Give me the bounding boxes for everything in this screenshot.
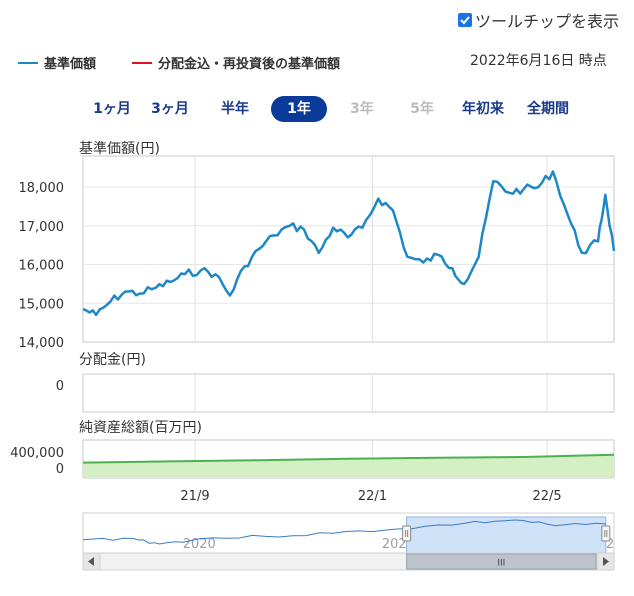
tab-all-time[interactable]: 全期間 xyxy=(527,101,569,117)
tab-ytd[interactable]: 年初来 xyxy=(462,101,504,117)
tab-3-years: 3年 xyxy=(350,101,374,117)
navigator-scrollbar[interactable]: III xyxy=(82,552,615,571)
tab-1-month[interactable]: 1ヶ月 xyxy=(93,101,131,117)
x-tick-label: 22/1 xyxy=(358,489,387,504)
navigator-handle-grip[interactable] xyxy=(402,525,412,542)
nav-y-tick-label: 14,000 xyxy=(19,336,65,351)
dist-y-tick-label: 0 xyxy=(56,379,64,394)
tooltip-checkbox[interactable] xyxy=(458,13,472,27)
net-assets-line xyxy=(82,453,615,464)
x-axis: 21/9 22/1 22/5 xyxy=(180,489,561,504)
nav-grid xyxy=(83,156,614,342)
assets-y-tick-label: 0 xyxy=(56,462,64,477)
scroll-right-arrow-icon xyxy=(603,557,609,566)
x-tick-label: 22/5 xyxy=(532,489,561,504)
period-tabs: 1ヶ月 3ヶ月 半年 1年 3年 5年 年初来 全期間 xyxy=(83,96,577,122)
navigator-line xyxy=(82,519,606,545)
check-icon xyxy=(460,16,470,25)
as-of-date: 2022年6月16日 時点 xyxy=(470,53,607,69)
net-assets-panel-title: 純資産総額(百万円) xyxy=(79,420,202,436)
assets-y-tick-label: 400,000 xyxy=(10,446,64,461)
nav-panel-title: 基準価額(円) xyxy=(79,141,160,157)
nav-y-axis: 14,000 15,000 16,000 17,000 18,000 xyxy=(19,181,65,351)
x-tick-label: 21/9 xyxy=(180,489,209,504)
legend-reinvested-label: 分配金込・再投資後の基準価額 xyxy=(158,57,341,72)
range-navigator[interactable]: 202020212022 xyxy=(82,512,615,554)
navigator-handle-left[interactable] xyxy=(402,525,412,542)
legend-nav-label: 基準価額 xyxy=(44,57,97,72)
tab-3-months[interactable]: 3ヶ月 xyxy=(151,101,189,117)
tab-1-year[interactable]: 1年 xyxy=(271,96,327,122)
distribution-panel-title: 分配金(円) xyxy=(79,352,146,368)
nav-y-tick-label: 17,000 xyxy=(19,220,65,235)
legend-reinvested[interactable]: 分配金込・再投資後の基準価額 xyxy=(132,53,340,72)
nav-y-tick-label: 16,000 xyxy=(19,259,65,274)
scroll-left-arrow-icon xyxy=(88,557,94,566)
scroll-thumb[interactable] xyxy=(406,553,597,570)
net-assets-area xyxy=(83,454,614,478)
navigator-handle-right[interactable] xyxy=(601,525,611,542)
nav-series-line xyxy=(82,170,616,317)
scroll-thumb-grip: III xyxy=(497,559,505,569)
navigator-handle-grip[interactable] xyxy=(601,525,611,542)
dist-grid xyxy=(194,374,548,412)
navigator-selection[interactable] xyxy=(406,516,607,554)
nav-y-tick-label: 15,000 xyxy=(19,297,65,312)
tab-5-years: 5年 xyxy=(410,101,434,117)
navigator-year-label: 2020 xyxy=(183,537,216,552)
tab-half-year[interactable]: 半年 xyxy=(221,101,249,117)
dist-y-axis: 0 xyxy=(56,379,64,394)
nav-plot-frame xyxy=(82,155,615,343)
legend-reinvested-swatch xyxy=(132,61,152,64)
tooltip-toggle[interactable]: ツールチップを表示 xyxy=(458,8,619,32)
dist-plot-frame xyxy=(82,373,615,413)
legend-nav[interactable]: 基準価額 xyxy=(18,53,96,72)
nav-y-tick-label: 18,000 xyxy=(19,181,65,196)
tooltip-label: ツールチップを表示 xyxy=(475,12,620,31)
legend-nav-swatch xyxy=(18,61,38,64)
